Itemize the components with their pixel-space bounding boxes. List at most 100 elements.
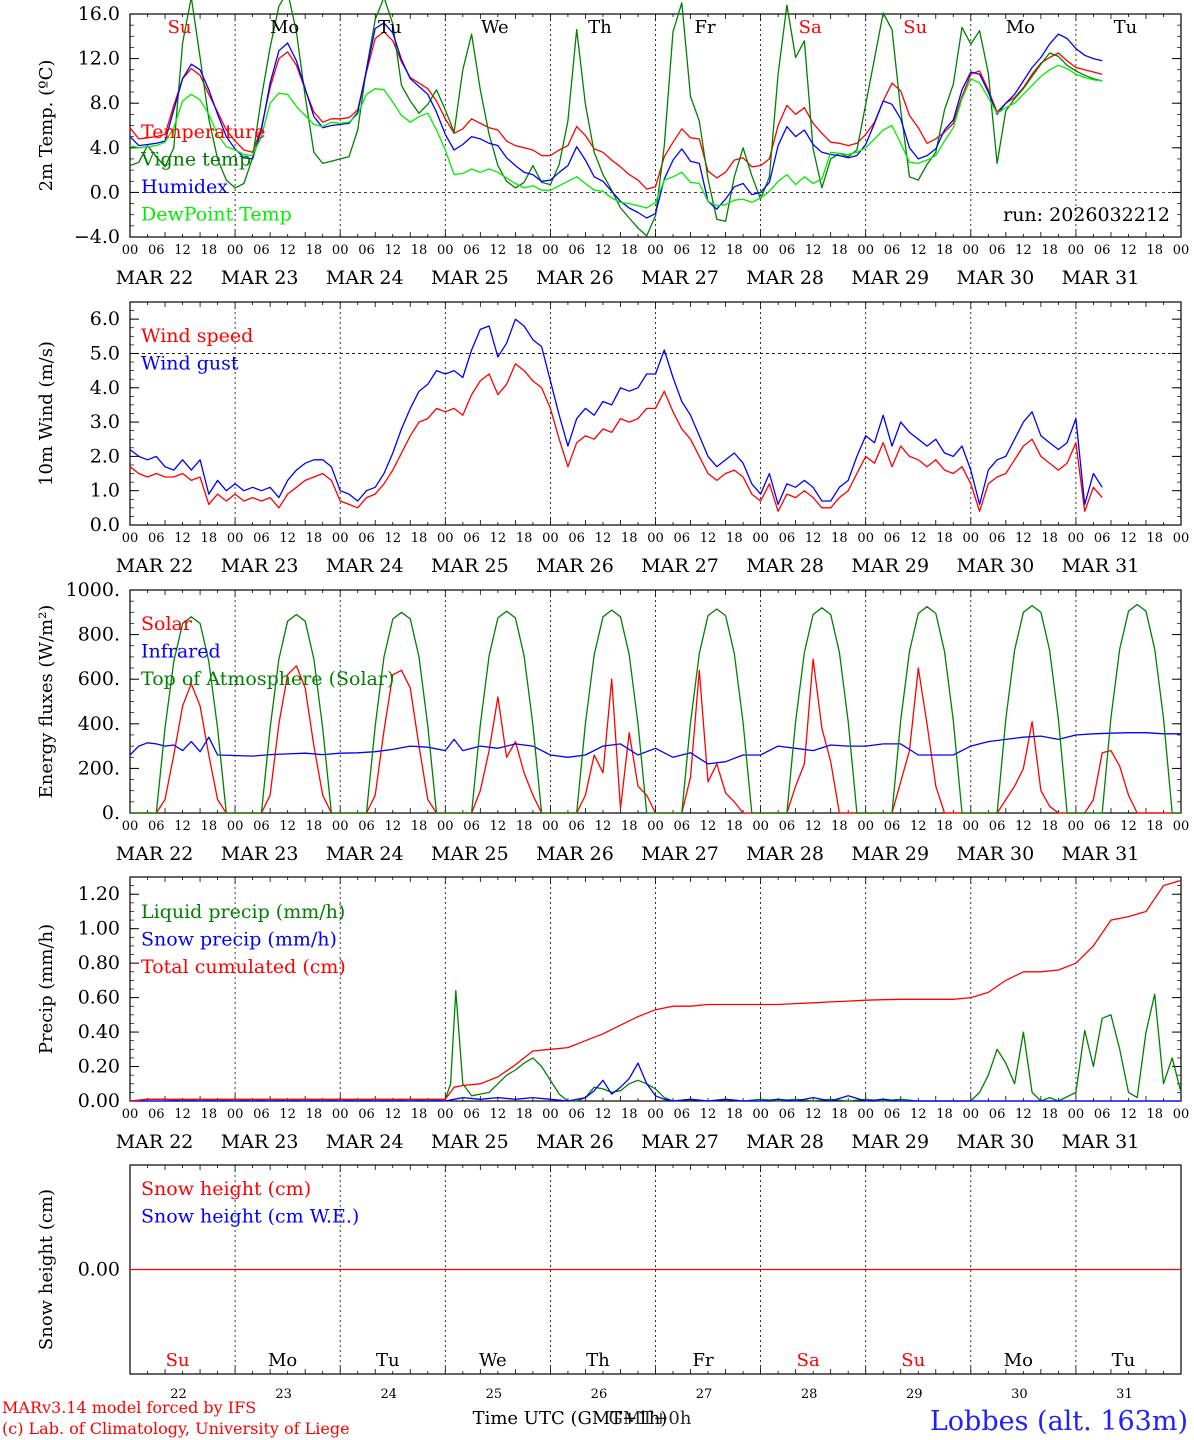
hour-tick-label: 12 <box>595 1107 612 1122</box>
hour-tick-label: 06 <box>463 1107 480 1122</box>
hour-tick-label: 06 <box>253 243 270 258</box>
weekday-label: Tu <box>376 1350 400 1371</box>
date-label: MAR 29 <box>851 267 929 289</box>
hour-tick-label: 12 <box>700 819 717 834</box>
hour-tick-label: 18 <box>411 1107 428 1122</box>
hour-tick-label: 18 <box>831 243 848 258</box>
weekday-label: Th <box>586 1350 610 1371</box>
hour-tick-label: 12 <box>1015 531 1032 546</box>
date-label: MAR 26 <box>536 1131 614 1153</box>
y-tick-label: 4.0 <box>90 377 120 399</box>
y-axis-title: 10m Wind (m/s) <box>36 341 57 486</box>
hour-tick-label: 18 <box>306 1107 323 1122</box>
hour-tick-label: 18 <box>1041 243 1058 258</box>
hour-tick-label: 18 <box>201 531 218 546</box>
weekday-label: Mo <box>1004 1350 1033 1371</box>
hour-tick-label: 00 <box>227 531 244 546</box>
y-axis: 0.0 1.0 2.0 3.0 4.0 5.0 6.0 <box>90 301 1181 536</box>
hour-tick-label: 12 <box>910 243 927 258</box>
day-number-label: 22 <box>170 1387 187 1402</box>
date-label: MAR 30 <box>956 1131 1034 1153</box>
date-label: MAR 30 <box>956 555 1034 577</box>
hour-tick-label: 12 <box>279 1107 296 1122</box>
date-label: MAR 29 <box>851 555 929 577</box>
weekday-label: Mo <box>270 17 299 38</box>
hour-tick-label: 12 <box>700 243 717 258</box>
legend-entry: Wind speed <box>141 325 253 347</box>
hour-tick-label: 00 <box>437 531 454 546</box>
hour-tick-label: 00 <box>857 243 874 258</box>
hour-tick-label: 00 <box>1068 531 1085 546</box>
hour-tick-label: 00 <box>122 531 139 546</box>
hour-tick-label: 12 <box>1015 243 1032 258</box>
y-axis-title: 2m Temp. (ºC) <box>36 60 57 192</box>
hour-tick-label: 18 <box>516 243 533 258</box>
hour-tick-label: 06 <box>884 1107 901 1122</box>
y-tick-label: 0.60 <box>78 987 120 1009</box>
series-line-solar <box>130 658 1181 814</box>
panel-temperature: −4.0 0.0 4.0 8.0 12.0 16.0 2m Temp. (ºC) Temper… <box>36 0 1189 289</box>
time-axis-label-overlap: GMT+0h <box>609 1408 692 1429</box>
y-tick-label: 16.0 <box>78 3 120 25</box>
hour-tick-label: 12 <box>490 1107 507 1122</box>
y-tick-label: −4.0 <box>74 226 120 248</box>
hour-tick-label: 12 <box>805 819 822 834</box>
y-axis-title: Energy fluxes (W/m²) <box>36 605 57 799</box>
hour-tick-label: 12 <box>384 1107 401 1122</box>
y-axis: −4.0 0.0 4.0 8.0 12.0 16.0 <box>74 3 1181 248</box>
hour-tick-label: 18 <box>1146 819 1163 834</box>
legend-entry: Infrared <box>141 641 221 663</box>
weekday-label: We <box>479 1350 507 1371</box>
series-line-snow-precip-mm-h <box>130 1062 1181 1102</box>
hour-tick-label: 12 <box>384 243 401 258</box>
hour-tick-label: 18 <box>201 1107 218 1122</box>
hour-tick-label: 18 <box>726 819 743 834</box>
hour-tick-label: 00 <box>332 531 349 546</box>
hour-tick-label: 18 <box>516 1107 533 1122</box>
hour-tick-label: 12 <box>174 1107 191 1122</box>
hour-tick-label: 00 <box>857 531 874 546</box>
hour-tick-label: 00 <box>857 1107 874 1122</box>
hour-tick-label: 06 <box>253 1107 270 1122</box>
hour-tick-label: 00 <box>857 819 874 834</box>
weekday-label: Su <box>903 17 927 38</box>
date-label: MAR 29 <box>851 1131 929 1153</box>
legend-entry: Temperature <box>141 121 265 143</box>
hour-tick-label: 00 <box>647 819 664 834</box>
panel-precip: 0.00 0.20 0.40 0.60 0.80 1.00 1.20 Precip (mm/h… <box>36 876 1190 1153</box>
hour-tick-label: 00 <box>437 819 454 834</box>
hour-tick-label: 00 <box>122 1107 139 1122</box>
chart-panels: −4.0 0.0 4.0 8.0 12.0 16.0 2m Temp. (ºC) Temper… <box>36 0 1189 1402</box>
date-label: MAR 31 <box>1062 843 1140 865</box>
weekday-label: Mo <box>268 1350 297 1371</box>
day-number-label: 29 <box>906 1387 923 1402</box>
hour-tick-label: 18 <box>1146 1107 1163 1122</box>
hour-tick-label: 00 <box>752 531 769 546</box>
hour-tick-label: 12 <box>910 819 927 834</box>
hour-tick-label: 18 <box>936 243 953 258</box>
date-label: MAR 24 <box>326 267 404 289</box>
y-tick-label: 2.0 <box>90 445 120 467</box>
hour-tick-label: 00 <box>1068 1107 1085 1122</box>
y-tick-label: 1.0 <box>90 480 120 502</box>
hour-tick-label: 06 <box>989 243 1006 258</box>
hour-tick-label: 18 <box>411 819 428 834</box>
y-tick-label: 1.20 <box>78 883 120 905</box>
y-axis-title: Precip (mm/h) <box>36 924 57 1054</box>
day-number-label: 23 <box>275 1387 292 1402</box>
hour-tick-label: 00 <box>963 819 980 834</box>
hour-tick-label: 00 <box>542 819 559 834</box>
series-line-wind-gust <box>129 318 1103 506</box>
y-tick-label: 5.0 <box>90 342 120 364</box>
date-label: MAR 28 <box>746 267 824 289</box>
hour-tick-label: 12 <box>174 243 191 258</box>
series-line-total-cumulated-cm <box>129 879 1182 1102</box>
hour-tick-label: 00 <box>1068 819 1085 834</box>
hour-tick-label: 18 <box>831 1107 848 1122</box>
hour-tick-label: 00 <box>1173 531 1190 546</box>
hour-tick-label: 00 <box>437 243 454 258</box>
day-number-label: 27 <box>696 1387 713 1402</box>
